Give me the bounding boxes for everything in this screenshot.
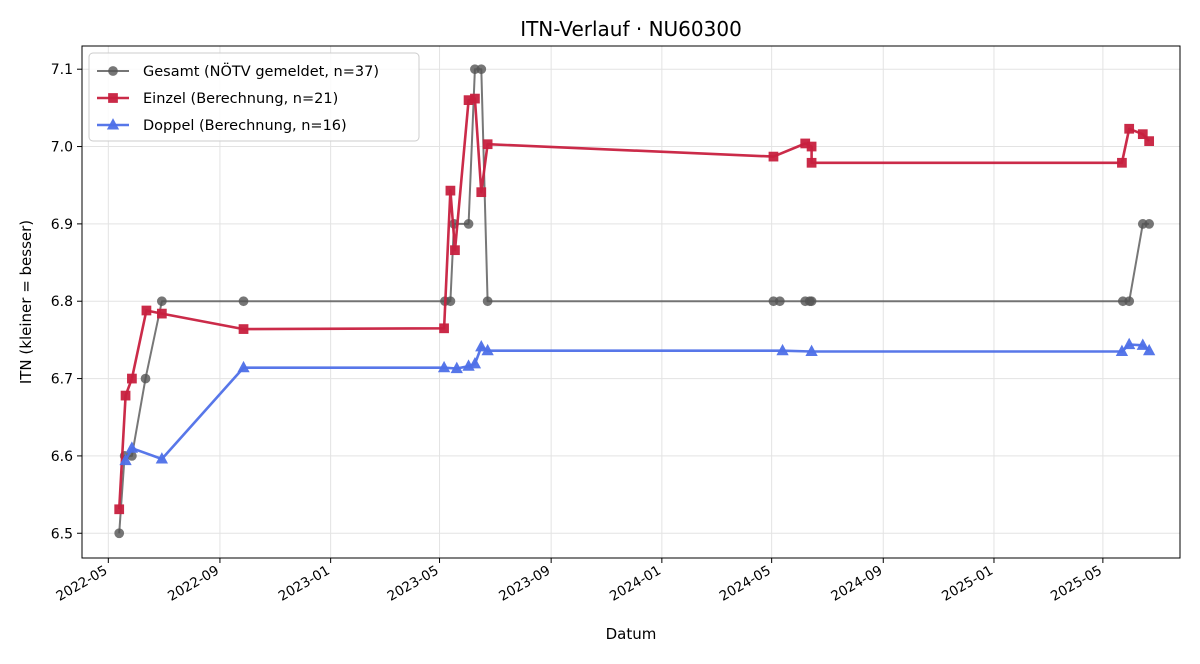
data-point: [1144, 219, 1155, 229]
data-point: [482, 296, 493, 307]
plot-frame: [81, 45, 1181, 559]
data-point: [445, 185, 456, 196]
data-point: [120, 390, 131, 401]
legend-marker: [108, 66, 118, 76]
data-point: [774, 296, 785, 307]
data-point: [156, 308, 167, 319]
series-2: [114, 93, 1155, 515]
legend-entry: Einzel (Berechnung, n=21): [97, 91, 338, 107]
data-point: [806, 157, 817, 168]
legend-marker: [106, 118, 120, 130]
y-tick-label: 6.5: [51, 526, 73, 542]
data-point: [114, 528, 125, 539]
data-point: [476, 187, 487, 198]
legend-entry: Gesamt (NÖTV gemeldet, n=37): [97, 62, 379, 80]
y-tick-label: 6.9: [51, 217, 73, 233]
legend-marker: [108, 93, 118, 103]
data-point: [475, 340, 488, 352]
data-point: [125, 441, 139, 453]
data-point: [1124, 123, 1135, 134]
data-point: [155, 452, 169, 464]
data-point: [1117, 157, 1127, 168]
data-point: [1142, 343, 1156, 356]
y-tick-label: 7.1: [51, 62, 73, 78]
data-point: [437, 360, 451, 373]
data-point: [806, 141, 817, 152]
data-point: [141, 305, 152, 316]
data-point: [1144, 136, 1155, 146]
legend: Gesamt (NÖTV gemeldet, n=37) Einzel (Bere…: [88, 52, 420, 142]
data-point: [468, 357, 482, 369]
x-axis-label: Datum: [606, 625, 657, 643]
data-point: [1123, 337, 1136, 350]
data-point: [1137, 129, 1148, 140]
data-point: [1124, 296, 1135, 307]
y-axis-label: ITN (kleiner = besser): [17, 220, 35, 384]
data-point: [127, 373, 137, 384]
data-point: [463, 219, 474, 229]
data-point: [156, 296, 167, 307]
data-point: [140, 373, 151, 384]
data-point: [450, 361, 463, 374]
data-point: [470, 93, 480, 104]
data-point: [768, 151, 779, 162]
data-point: [439, 323, 449, 334]
legend-box: [88, 52, 420, 142]
data-point: [445, 296, 456, 307]
legend-label: Einzel (Berechnung, n=21): [143, 91, 338, 107]
data-point: [238, 296, 249, 307]
series-3: [119, 337, 1156, 466]
data-point: [1136, 338, 1149, 350]
y-tick-label: 6.8: [51, 294, 73, 310]
chart-title: ITN-Verlauf · NU60300: [520, 17, 742, 41]
y-tick-label: 6.7: [51, 372, 73, 388]
y-tick-label: 6.6: [51, 449, 73, 465]
data-point: [482, 139, 493, 150]
data-point: [450, 245, 460, 256]
data-point: [776, 343, 789, 356]
data-point: [476, 64, 487, 75]
y-tick-label: 7.0: [51, 140, 73, 156]
data-point: [806, 296, 817, 307]
data-point: [805, 344, 818, 357]
legend-entry: Doppel (Berechnung, n=16): [97, 118, 347, 134]
legend-label: Doppel (Berechnung, n=16): [143, 118, 347, 134]
data-point: [238, 324, 249, 334]
legend-label: Gesamt (NÖTV gemeldet, n=37): [143, 62, 379, 80]
data-point: [119, 453, 132, 466]
data-point: [1115, 344, 1129, 357]
series-layer: [114, 64, 1156, 539]
data-point: [114, 504, 125, 515]
data-point: [237, 360, 250, 373]
data-point: [481, 343, 494, 356]
